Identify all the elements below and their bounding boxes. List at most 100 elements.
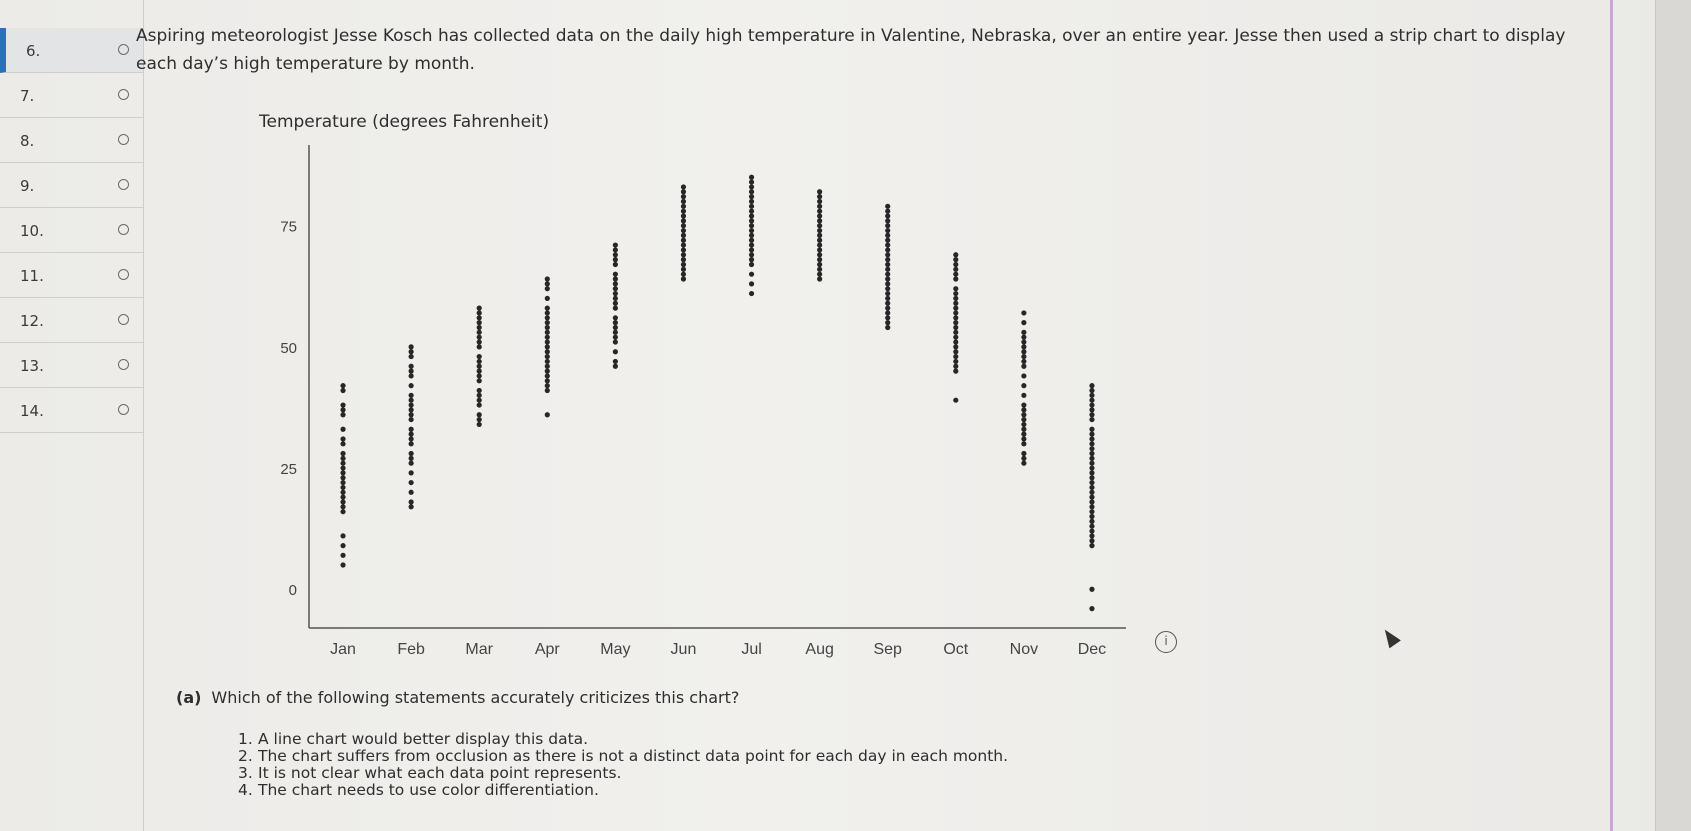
data-point — [612, 247, 618, 253]
data-point — [1021, 407, 1027, 413]
data-point — [885, 252, 891, 258]
data-point — [544, 281, 550, 287]
y-tick-label: 50 — [280, 340, 297, 357]
data-point — [1089, 509, 1095, 515]
info-icon[interactable]: i — [1155, 631, 1177, 653]
data-point — [953, 353, 959, 360]
y-tick-label: 25 — [280, 461, 297, 478]
data-point — [817, 203, 823, 209]
data-point — [340, 562, 346, 568]
data-point — [476, 334, 482, 340]
sub-question-text: Which of the following statements accura… — [211, 688, 740, 707]
data-point — [1021, 334, 1027, 340]
question-item-6[interactable]: 6. — [0, 28, 143, 73]
data-point — [476, 378, 482, 384]
data-point — [340, 412, 346, 418]
data-point — [408, 353, 414, 360]
answer-option-1[interactable]: 1. A line chart would better display this… — [238, 731, 1008, 748]
question-list: 6. 7. 8. 9. 10. 11. 12. 13. — [0, 0, 144, 831]
data-point — [408, 436, 414, 442]
question-item-14[interactable]: 14. — [0, 388, 143, 433]
data-point — [340, 509, 346, 515]
data-point — [953, 252, 959, 258]
data-point — [1089, 523, 1095, 529]
data-point — [476, 324, 482, 331]
data-point — [817, 261, 823, 268]
data-point — [1089, 606, 1095, 612]
data-point — [748, 261, 755, 268]
answer-option-2[interactable]: 2. The chart suffers from occlusion as th… — [238, 748, 1008, 765]
data-point — [885, 237, 891, 243]
data-point — [476, 402, 482, 408]
data-point — [748, 179, 755, 185]
data-point — [612, 271, 618, 277]
data-point — [408, 363, 414, 369]
data-point — [340, 460, 346, 466]
data-point — [1021, 329, 1027, 335]
data-point — [612, 324, 618, 331]
question-number: 8. — [20, 132, 35, 150]
data-point — [817, 247, 823, 253]
data-point — [1089, 441, 1095, 447]
status-circle-icon — [118, 314, 129, 325]
data-point — [544, 286, 550, 292]
data-point — [1021, 412, 1027, 418]
data-point — [476, 329, 482, 335]
data-point — [612, 305, 618, 311]
data-point — [476, 397, 482, 403]
data-point — [408, 397, 414, 403]
data-point — [544, 412, 550, 418]
data-point — [817, 266, 823, 272]
data-point — [1089, 465, 1095, 471]
data-point — [340, 552, 346, 558]
y-tick-label: 75 — [280, 219, 297, 236]
data-point — [1089, 436, 1095, 442]
question-item-9[interactable]: 9. — [0, 163, 143, 208]
data-point — [408, 460, 414, 466]
data-point — [408, 402, 414, 408]
data-point — [1021, 460, 1027, 466]
data-point — [885, 227, 891, 234]
question-item-10[interactable]: 10. — [0, 208, 143, 253]
data-point — [408, 504, 414, 510]
data-point — [1021, 431, 1027, 437]
data-point — [953, 349, 959, 355]
data-point — [612, 300, 618, 306]
data-point — [953, 271, 959, 277]
question-item-11[interactable]: 11. — [0, 253, 143, 298]
data-point — [680, 203, 687, 209]
data-point — [1089, 426, 1095, 432]
data-point — [680, 271, 687, 277]
question-item-8[interactable]: 8. — [0, 118, 143, 163]
answer-option-3[interactable]: 3. It is not clear what each data point r… — [238, 765, 1008, 782]
question-item-7[interactable]: 7. — [0, 73, 143, 118]
data-point — [953, 363, 959, 369]
data-point — [408, 441, 414, 447]
data-point — [1089, 450, 1095, 457]
data-point — [476, 315, 482, 321]
data-point — [544, 334, 550, 340]
data-point — [680, 242, 687, 248]
data-point — [612, 320, 618, 326]
data-point — [1089, 407, 1095, 413]
data-point — [748, 232, 755, 238]
question-item-12[interactable]: 12. — [0, 298, 143, 343]
question-item-13[interactable]: 13. — [0, 343, 143, 388]
data-point — [953, 305, 959, 311]
data-point — [680, 223, 687, 229]
data-point — [885, 290, 891, 297]
data-point — [340, 479, 346, 486]
data-point — [1089, 479, 1095, 486]
data-point — [408, 392, 414, 398]
data-point — [817, 194, 823, 200]
data-point — [1089, 543, 1095, 549]
answer-option-4[interactable]: 4. The chart needs to use color different… — [238, 782, 1008, 799]
data-point — [1089, 387, 1095, 394]
chart-container: 0 25 50 75 Jan Feb Mar Apr May Jun Jul Aug Sep Oct Nov… — [236, 108, 1136, 672]
data-point — [885, 271, 891, 277]
data-point — [544, 339, 550, 345]
question-number: 7. — [20, 87, 35, 105]
data-point — [1021, 441, 1027, 447]
data-point — [544, 276, 550, 282]
data-point — [1021, 344, 1027, 350]
